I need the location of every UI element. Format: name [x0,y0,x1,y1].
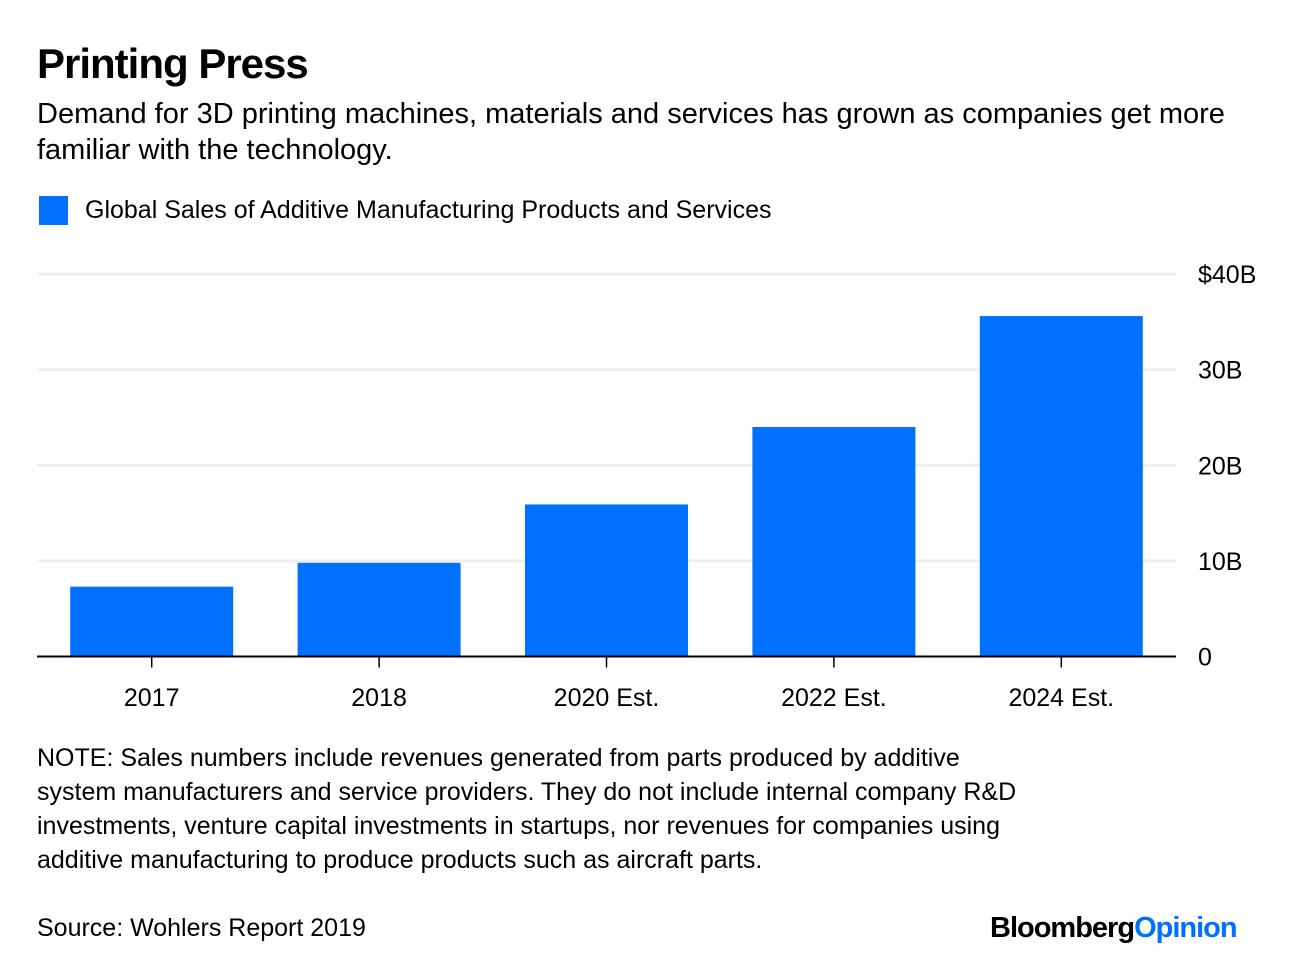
bar-2017 [70,586,234,657]
legend-label: Global Sales of Additive Manufacturing P… [85,196,772,224]
y-tick-label: $40B [1198,261,1256,289]
x-tick-label: 2020 Est. [554,684,660,712]
y-axis-labels: 0 10B 20B 30B $40B [1198,261,1256,672]
bar-chart: 0 10B 20B 30B $40B 2017 2018 2020 Est. 2022 Est… [37,261,1256,712]
brand-logo: BloombergOpinion [990,910,1238,946]
brand-bloomberg: Bloomberg [990,912,1135,944]
y-tick-label: 0 [1198,644,1212,672]
brand-opinion: Opinion [1134,912,1238,944]
x-axis [37,655,1176,668]
legend-swatch [39,195,68,225]
chart-subtitle: Demand for 3D printing machines, materia… [37,98,1225,166]
chart-title: Printing Press [37,40,309,87]
source-text: Source: Wohlers Report 2019 [37,914,366,942]
footnote: NOTE: Sales numbers include revenues gen… [37,744,1017,874]
x-tick-label: 2017 [124,684,180,712]
x-tick-label: 2018 [351,684,407,712]
bar-2022est [752,427,916,657]
x-tick-label: 2022 Est. [781,684,887,712]
bar-2024est [979,316,1143,657]
x-tick-label: 2024 Est. [1008,684,1114,712]
x-axis-labels: 2017 2018 2020 Est. 2022 Est. 2024 Est. [124,684,1114,712]
bars [70,316,1143,657]
bar-2018 [297,562,461,657]
legend: Global Sales of Additive Manufacturing P… [39,195,772,225]
y-tick-label: 20B [1198,452,1242,480]
bar-2020est [525,504,688,657]
y-tick-label: 10B [1198,548,1242,576]
y-tick-label: 30B [1198,357,1242,385]
